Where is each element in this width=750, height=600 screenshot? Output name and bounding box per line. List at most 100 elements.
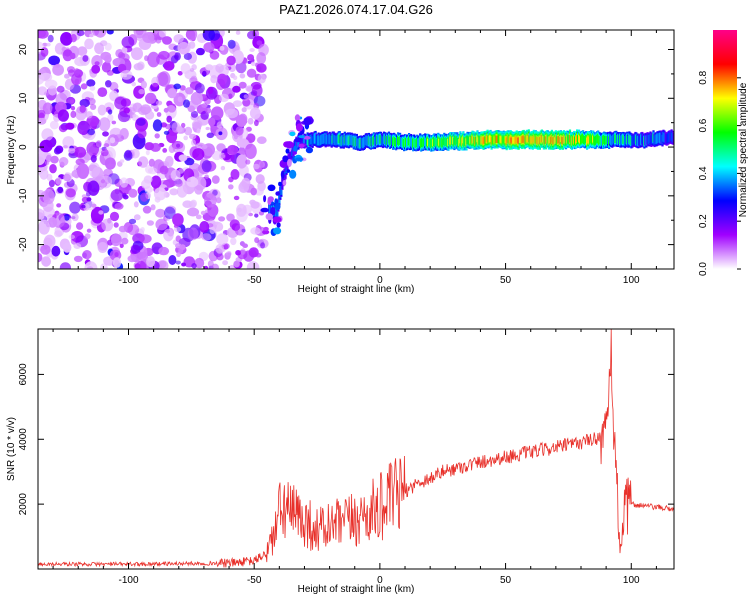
heatmap-noise-cell <box>140 80 147 89</box>
heatmap-noise-cell <box>150 204 156 211</box>
heatmap-transition-cell <box>282 155 289 163</box>
heatmap-noise-cell <box>246 68 257 78</box>
snr-x-tick-label: -100 <box>118 575 138 586</box>
heatmap-noise-cell <box>38 219 50 235</box>
heatmap-noise-cell <box>51 245 61 257</box>
heatmap-transition-cell <box>265 213 273 221</box>
heatmap-noise-cell <box>55 177 63 185</box>
heatmap-transition-cell <box>278 181 282 187</box>
heatmap-noise-cell <box>98 117 111 132</box>
heatmap-noise-cell <box>84 233 91 240</box>
heatmap-noise-cell <box>63 214 70 221</box>
heatmap-noise-cell <box>220 165 226 171</box>
heatmap-transition-cell <box>276 222 281 228</box>
heatmap-noise-cell <box>133 62 144 71</box>
heatmap-noise-cell <box>87 180 100 196</box>
heatmap-noise-cell <box>177 41 190 55</box>
heatmap-noise-cell <box>76 222 84 230</box>
heatmap-noise-cell <box>82 55 89 62</box>
heatmap-noise-cell <box>235 250 242 256</box>
heatmap-noise-cell <box>201 144 208 149</box>
spectrogram-y-tick-label: 0 <box>18 144 29 150</box>
heatmap-transition-cell <box>294 114 301 122</box>
heatmap-noise-cell <box>164 206 176 219</box>
heatmap-noise-cell <box>174 52 181 61</box>
spectrogram-y-tick-label: -10 <box>18 188 29 203</box>
heatmap-noise-cell <box>189 68 195 72</box>
heatmap-noise-cell <box>114 252 119 257</box>
heatmap-noise-cell <box>144 142 155 151</box>
heatmap-noise-cell <box>71 73 82 86</box>
heatmap-noise-cell <box>38 30 46 39</box>
heatmap-noise-cell <box>220 154 226 158</box>
heatmap-noise-cell <box>104 157 116 170</box>
heatmap-noise-cell <box>84 38 94 50</box>
colorbar-swatch <box>713 30 737 269</box>
heatmap-noise-cell <box>48 55 60 66</box>
heatmap-noise-cell <box>185 87 194 95</box>
heatmap-noise-cell <box>103 143 110 148</box>
heatmap-noise-cell <box>153 187 167 201</box>
heatmap-noise-cell <box>222 260 229 266</box>
heatmap-noise-cell <box>233 195 240 201</box>
heatmap-transition-cell <box>289 131 296 137</box>
heatmap-noise-cell <box>190 199 198 208</box>
heatmap-transition-cell <box>296 123 303 132</box>
heatmap-noise-cell <box>219 45 225 51</box>
heatmap-noise-cell <box>210 75 218 84</box>
heatmap-noise-cell <box>230 169 240 180</box>
heatmap-noise-cell <box>91 30 100 36</box>
heatmap-noise-cell <box>201 233 212 241</box>
heatmap-noise-cell <box>256 136 267 144</box>
heatmap-noise-cell <box>176 125 183 133</box>
heatmap-noise-cell <box>227 252 232 257</box>
heatmap-noise-cell <box>163 61 175 71</box>
heatmap-transition-cell <box>270 201 274 205</box>
heatmap-ridge-cell <box>517 138 520 143</box>
heatmap-noise-cell <box>158 71 171 87</box>
heatmap-noise-cell <box>218 93 230 103</box>
heatmap-noise-cell <box>110 233 122 246</box>
heatmap-noise-cell <box>107 109 113 115</box>
heatmap-noise-cell <box>166 115 172 123</box>
spectrogram-x-tick-label: 0 <box>377 275 383 286</box>
colorbar: 0.0 0.2 0.4 0.6 0.8 Normalized spectral ampl… <box>698 30 749 276</box>
colorbar-tick-label: 0.2 <box>698 214 709 228</box>
heatmap-noise-cell <box>232 100 243 107</box>
heatmap-noise-cell <box>45 42 51 47</box>
heatmap-noise-cell <box>170 169 181 181</box>
heatmap-noise-cell <box>140 104 152 115</box>
heatmap-noise-cell <box>167 88 177 99</box>
heatmap-noise-cell <box>40 72 53 82</box>
colorbar-tick-label: 0.0 <box>698 262 709 276</box>
heatmap-noise-cell <box>62 173 71 182</box>
heatmap-noise-cell <box>74 146 87 158</box>
heatmap-noise-cell <box>73 243 82 249</box>
spectrogram-y-tick-label: 20 <box>18 44 29 56</box>
heatmap-noise-cell <box>59 157 69 166</box>
snr-y-tick-label: 4000 <box>18 428 29 451</box>
heatmap-noise-cell <box>250 227 261 235</box>
heatmap-noise-cell <box>169 188 179 196</box>
heatmap-transition-cell <box>303 135 311 140</box>
heatmap-noise-cell <box>155 208 166 218</box>
heatmap-noise-cell <box>192 148 205 161</box>
heatmap-noise-cell <box>140 227 145 233</box>
heatmap-noise-cell <box>137 128 147 139</box>
heatmap-noise-cell <box>246 261 260 269</box>
snr-x-tick-label: 0 <box>377 575 383 586</box>
heatmap-noise-cell <box>109 137 116 144</box>
heatmap-transition-cell <box>270 206 276 216</box>
heatmap-transition-cell <box>293 145 298 154</box>
heatmap-noise-cell <box>216 143 226 152</box>
heatmap-noise-cell <box>227 39 236 49</box>
heatmap-noise-cell <box>207 86 214 95</box>
heatmap-noise-cell <box>249 107 261 120</box>
heatmap-noise-cell <box>100 179 106 184</box>
heatmap-ridge-cell <box>280 185 283 195</box>
heatmap-noise-cell <box>54 42 65 55</box>
heatmap-noise-cell <box>49 120 59 130</box>
heatmap-noise-cell <box>236 154 248 169</box>
heatmap-noise-cell <box>157 260 167 269</box>
heatmap-transition-cell <box>263 226 269 232</box>
